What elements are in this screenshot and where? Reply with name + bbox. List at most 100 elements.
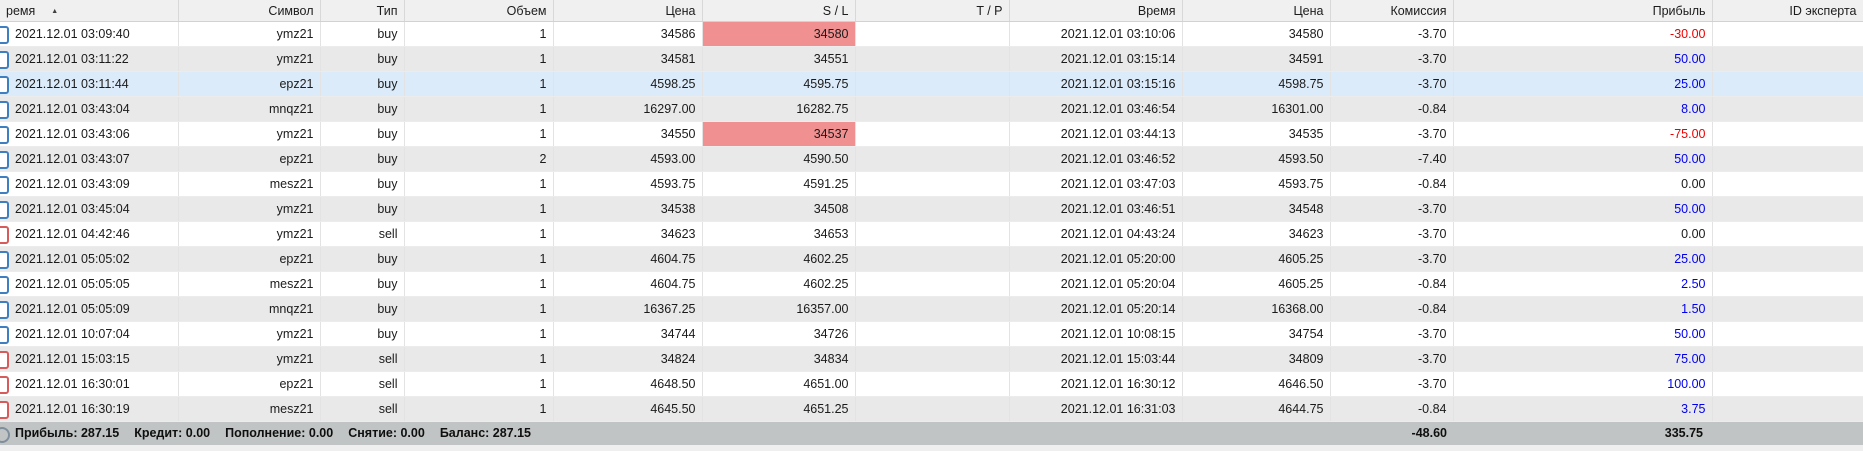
cell-close-price[interactable]: 4605.25 [1182,271,1331,297]
cell-profit[interactable]: 1.50 [1453,296,1713,322]
table-row[interactable]: 2021.12.01 16:30:19 mesz21 sell 1 4645.50 465… [0,396,1863,422]
cell-close-time[interactable]: 2021.12.01 03:15:14 [1009,46,1183,72]
cell-type[interactable]: buy [320,171,405,197]
cell-open-time[interactable]: 2021.12.01 16:30:01 [0,371,179,397]
cell-take-profit[interactable] [855,196,1010,222]
cell-volume[interactable]: 1 [404,321,554,347]
cell-close-price[interactable]: 4646.50 [1182,371,1331,397]
cell-open-time[interactable]: 2021.12.01 03:11:44 [0,71,179,97]
column-header-type[interactable]: Тип [320,0,405,22]
cell-symbol[interactable]: ymz21 [178,21,321,47]
cell-volume[interactable]: 1 [404,221,554,247]
cell-volume[interactable]: 1 [404,96,554,122]
cell-expert-id[interactable] [1712,71,1863,97]
cell-take-profit[interactable] [855,21,1010,47]
cell-expert-id[interactable] [1712,346,1863,372]
column-header-stop-loss[interactable]: S / L [702,0,856,22]
cell-profit[interactable]: 8.00 [1453,96,1713,122]
cell-take-profit[interactable] [855,71,1010,97]
cell-open-price[interactable]: 34744 [553,321,703,347]
cell-expert-id[interactable] [1712,396,1863,422]
table-row[interactable]: 2021.12.01 04:42:46 ymz21 sell 1 34623 34653 2… [0,221,1863,247]
cell-take-profit[interactable] [855,371,1010,397]
cell-commission[interactable]: -3.70 [1330,346,1454,372]
cell-profit[interactable]: 50.00 [1453,46,1713,72]
cell-close-price[interactable]: 4593.50 [1182,146,1331,172]
cell-volume[interactable]: 1 [404,121,554,147]
cell-close-price[interactable]: 16301.00 [1182,96,1331,122]
cell-commission[interactable]: -3.70 [1330,246,1454,272]
cell-symbol[interactable]: ymz21 [178,46,321,72]
cell-expert-id[interactable] [1712,196,1863,222]
cell-stop-loss[interactable]: 34580 [702,21,856,47]
cell-type[interactable]: buy [320,146,405,172]
cell-symbol[interactable]: ymz21 [178,346,321,372]
cell-volume[interactable]: 1 [404,396,554,422]
cell-open-time[interactable]: 2021.12.01 03:11:22 [0,46,179,72]
cell-volume[interactable]: 1 [404,346,554,372]
cell-profit[interactable]: 50.00 [1453,321,1713,347]
cell-close-price[interactable]: 34623 [1182,221,1331,247]
column-header-close-time[interactable]: Время [1009,0,1183,22]
cell-open-time[interactable]: 2021.12.01 04:42:46 [0,221,179,247]
cell-close-price[interactable]: 34754 [1182,321,1331,347]
cell-type[interactable]: buy [320,46,405,72]
column-header-open-time[interactable]: ремя ▲ [0,0,179,22]
cell-stop-loss[interactable]: 34834 [702,346,856,372]
cell-open-time[interactable]: 2021.12.01 10:07:04 [0,321,179,347]
cell-open-time[interactable]: 2021.12.01 16:30:19 [0,396,179,422]
cell-open-price[interactable]: 4604.75 [553,271,703,297]
cell-symbol[interactable]: ymz21 [178,321,321,347]
cell-commission[interactable]: -3.70 [1330,121,1454,147]
cell-volume[interactable]: 1 [404,171,554,197]
cell-take-profit[interactable] [855,171,1010,197]
cell-type[interactable]: buy [320,121,405,147]
cell-commission[interactable]: -0.84 [1330,271,1454,297]
table-row[interactable]: 2021.12.01 03:43:09 mesz21 buy 1 4593.75 4591… [0,171,1863,197]
cell-type[interactable]: sell [320,371,405,397]
cell-stop-loss[interactable]: 16357.00 [702,296,856,322]
cell-commission[interactable]: -0.84 [1330,171,1454,197]
cell-volume[interactable]: 1 [404,46,554,72]
cell-close-time[interactable]: 2021.12.01 03:44:13 [1009,121,1183,147]
cell-stop-loss[interactable]: 16282.75 [702,96,856,122]
cell-close-time[interactable]: 2021.12.01 03:15:16 [1009,71,1183,97]
cell-commission[interactable]: -3.70 [1330,196,1454,222]
cell-stop-loss[interactable]: 4602.25 [702,271,856,297]
cell-expert-id[interactable] [1712,21,1863,47]
cell-type[interactable]: buy [320,321,405,347]
cell-open-time[interactable]: 2021.12.01 05:05:02 [0,246,179,272]
cell-symbol[interactable]: mesz21 [178,271,321,297]
cell-stop-loss[interactable]: 4591.25 [702,171,856,197]
cell-stop-loss[interactable]: 4602.25 [702,246,856,272]
cell-expert-id[interactable] [1712,46,1863,72]
cell-open-time[interactable]: 2021.12.01 05:05:09 [0,296,179,322]
cell-commission[interactable]: -3.70 [1330,21,1454,47]
cell-symbol[interactable]: mesz21 [178,396,321,422]
cell-type[interactable]: buy [320,246,405,272]
table-row[interactable]: 2021.12.01 05:05:05 mesz21 buy 1 4604.75 4602… [0,271,1863,297]
table-row[interactable]: 2021.12.01 03:43:06 ymz21 buy 1 34550 34537 20… [0,121,1863,147]
cell-type[interactable]: buy [320,21,405,47]
cell-commission[interactable]: -7.40 [1330,146,1454,172]
column-header-commission[interactable]: Комиссия [1330,0,1454,22]
cell-expert-id[interactable] [1712,146,1863,172]
cell-volume[interactable]: 1 [404,196,554,222]
cell-expert-id[interactable] [1712,371,1863,397]
cell-close-price[interactable]: 34809 [1182,346,1331,372]
cell-close-price[interactable]: 4598.75 [1182,71,1331,97]
column-header-volume[interactable]: Объем [404,0,554,22]
cell-open-price[interactable]: 34538 [553,196,703,222]
cell-take-profit[interactable] [855,96,1010,122]
cell-stop-loss[interactable]: 34537 [702,121,856,147]
cell-take-profit[interactable] [855,346,1010,372]
cell-open-price[interactable]: 4598.25 [553,71,703,97]
cell-volume[interactable]: 1 [404,246,554,272]
cell-symbol[interactable]: ymz21 [178,196,321,222]
cell-volume[interactable]: 1 [404,271,554,297]
cell-expert-id[interactable] [1712,221,1863,247]
cell-commission[interactable]: -3.70 [1330,371,1454,397]
cell-symbol[interactable]: epz21 [178,71,321,97]
cell-close-time[interactable]: 2021.12.01 05:20:14 [1009,296,1183,322]
cell-commission[interactable]: -3.70 [1330,321,1454,347]
